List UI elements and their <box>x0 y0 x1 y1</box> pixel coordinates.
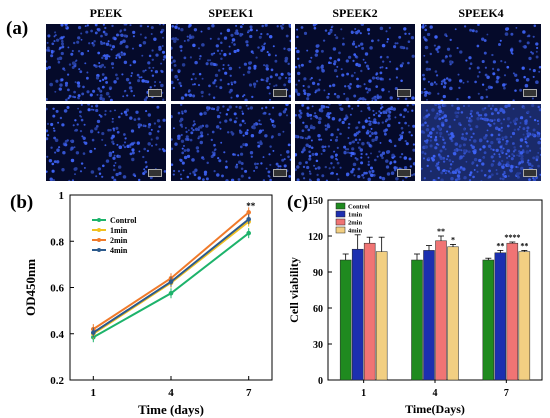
scale-bar <box>273 89 287 97</box>
legend-swatch <box>335 218 346 226</box>
scale-bar <box>397 169 411 177</box>
x-tick-label: 7 <box>504 388 509 399</box>
y-tick-label: 90 <box>313 268 323 279</box>
column-title-peek: PEEK <box>89 6 123 20</box>
data-point <box>246 216 251 222</box>
cell-nuclei-pattern <box>421 24 541 101</box>
x-tick-label: 1 <box>361 388 366 399</box>
data-point <box>246 210 251 215</box>
micrograph-speek1-row1 <box>171 24 291 101</box>
significance-marker: **** <box>504 233 520 242</box>
column-title-speek4: SPEEK4 <box>458 6 504 20</box>
legend-marker <box>97 228 101 232</box>
micrograph-speek1-row2 <box>171 104 291 181</box>
bar-control-day1 <box>339 259 352 381</box>
cell-nuclei-pattern <box>171 104 291 181</box>
legend-label: 2min <box>110 236 128 245</box>
bar-control-day4 <box>411 259 423 381</box>
cell-nuclei-pattern <box>421 104 541 181</box>
legend-label: 1min <box>348 212 362 219</box>
panel-b-label: (b) <box>10 192 34 213</box>
y-tick-label: 30 <box>313 340 323 351</box>
bar-4min-day7 <box>518 251 531 381</box>
micrograph-speek4-row1 <box>421 24 541 101</box>
significance-marker: * <box>451 235 455 244</box>
x-axis-label: Time(Days) <box>405 402 465 416</box>
y-tick-label: 1 <box>59 190 65 202</box>
scale-bar <box>148 169 162 177</box>
line-chart-od450: 0.2 0.4 0.6 0.8 1 1 4 7 Time (days) OD450nm Contro… <box>23 190 273 417</box>
legend-label: 2min <box>348 220 362 227</box>
micrograph-speek2-row2 <box>295 104 415 181</box>
x-tick-label: 4 <box>433 388 438 399</box>
micrograph-speek2-row1 <box>295 24 415 101</box>
y-tick-label: 150 <box>308 196 323 207</box>
legend-marker <box>97 248 101 252</box>
legend-label: 4min <box>110 246 128 255</box>
y-tick-label: 60 <box>313 304 323 315</box>
y-tick-label: 0.2 <box>50 375 64 387</box>
x-tick-label: 1 <box>91 387 97 399</box>
bar-4min-day4 <box>447 246 459 381</box>
bar-4min-day1 <box>375 251 388 381</box>
legend-label: 4min <box>348 228 362 235</box>
y-tick-label: 0.4 <box>50 329 64 341</box>
legend-swatch <box>335 210 346 218</box>
micrograph-peek-row1 <box>46 24 166 101</box>
bar-1min-day7 <box>494 252 507 381</box>
scale-bar <box>273 169 287 177</box>
y-tick-label: 0 <box>318 376 323 387</box>
data-point <box>91 330 96 335</box>
cell-nuclei-pattern <box>295 24 415 101</box>
legend-marker <box>97 238 101 242</box>
scale-bar <box>523 89 537 97</box>
data-point <box>168 290 174 296</box>
bar-2min-day7 <box>506 242 519 381</box>
cell-nuclei-pattern <box>46 24 166 101</box>
data-point <box>168 279 174 285</box>
x-tick-label: 7 <box>246 387 252 399</box>
cell-nuclei-pattern <box>46 104 166 181</box>
micrograph-peek-row2 <box>46 104 166 181</box>
scale-bar <box>148 89 162 97</box>
significance-marker: ** <box>496 241 504 250</box>
bar-2min-day1 <box>363 242 376 381</box>
significance-marker: ** <box>246 201 256 211</box>
scale-bar <box>397 89 411 97</box>
significance-marker: ** <box>437 227 445 236</box>
x-axis-label: Time (days) <box>138 402 204 417</box>
bar-chart-cell-viability: 03060901201501***4********7Time(Days)Cel… <box>287 196 543 416</box>
bar-1min-day4 <box>423 250 435 381</box>
column-title-speek1: SPEEK1 <box>208 6 254 20</box>
scale-bar <box>523 169 537 177</box>
legend-swatch <box>335 202 346 210</box>
y-axis-label: Cell viability <box>287 257 301 323</box>
column-title-speek2: SPEEK2 <box>332 6 378 20</box>
bar-2min-day4 <box>435 240 447 381</box>
legend-label: 1min <box>110 226 128 235</box>
micrograph-speek4-row2 <box>421 104 541 181</box>
y-tick-label: 0.8 <box>50 236 64 248</box>
y-axis-label: OD450nm <box>23 259 38 316</box>
panel-a-label: (a) <box>6 18 29 39</box>
legend-label: Control <box>110 216 137 225</box>
bar-control-day7 <box>482 259 495 381</box>
data-point <box>246 230 251 236</box>
legend-swatch <box>335 226 346 234</box>
legend-label: Control <box>348 204 370 211</box>
significance-marker: ** <box>520 241 528 250</box>
x-tick-label: 4 <box>168 387 174 399</box>
cell-nuclei-pattern <box>171 24 291 101</box>
y-tick-label: 0.6 <box>50 283 64 295</box>
bar-1min-day1 <box>351 248 364 381</box>
legend-marker <box>97 218 101 222</box>
panel-c-label: (c) <box>287 192 309 213</box>
y-tick-label: 120 <box>308 232 323 243</box>
cell-nuclei-pattern <box>295 104 415 181</box>
